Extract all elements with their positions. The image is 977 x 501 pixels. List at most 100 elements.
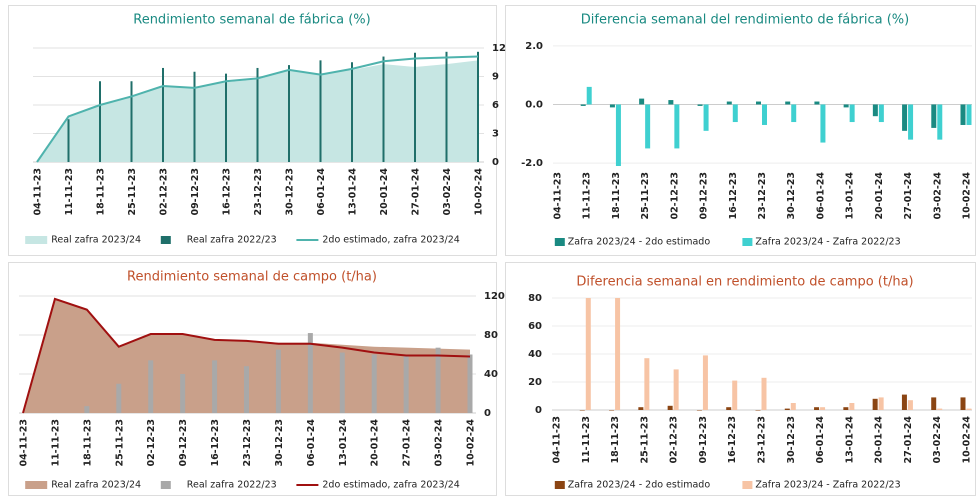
bar [755,410,761,411]
legend-swatch [160,236,171,244]
bar [908,104,914,140]
bar [339,352,345,413]
bar [477,51,479,162]
bar [878,397,884,410]
x-tick-label: 20-01-24 [874,416,885,464]
x-tick-label: 04-11-23 [19,419,30,467]
x-tick-label: 16-12-23 [210,419,221,467]
x-tick-label: 20-01-24 [379,168,390,216]
y-tick-label: 0 [484,408,491,419]
bar [761,377,767,410]
y-tick-label: 40 [528,349,542,360]
line [36,55,479,163]
x-tick-label: 23-12-23 [253,168,264,216]
bar [212,360,218,413]
y-tick-label: 20 [528,377,542,388]
y-tick-label: 6 [492,100,499,111]
bar [382,56,385,162]
x-tick-label: 04-11-23 [33,168,44,216]
x-tick-label: 04-11-23 [552,416,563,464]
bar [467,354,473,413]
bar [435,347,441,413]
x-tick-label: 27-01-24 [411,168,422,216]
chart-title: Rendimiento semanal de campo (t/ha) [127,270,377,285]
legend-swatch [160,481,171,489]
bar [319,60,322,162]
legend-label: Real zafra 2022/23 [187,480,277,491]
x-tick-label: 25-11-23 [639,416,650,464]
x-tick-label: 11-11-23 [50,419,61,467]
bar [931,104,937,128]
y-tick-label: 80 [528,293,542,304]
bar [726,407,732,410]
bar [307,333,313,413]
bar [275,349,281,413]
bar [814,101,820,105]
x-tick-label: 04-11-23 [553,172,564,220]
x-tick-label: 09-12-23 [699,172,710,220]
chart-title: Diferencia semanal del rendimiento de fá… [581,13,909,28]
bar [644,358,650,410]
x-tick-label: 18-11-23 [82,419,93,467]
bar [960,104,966,125]
legend-label: Real zafra 2023/24 [51,480,141,491]
legend-label: 2do estimado, zafra 2023/24 [322,480,459,491]
bar [843,104,849,108]
bar [580,104,586,106]
x-tick-label: 13-01-24 [338,419,349,467]
bar [371,354,377,413]
bar [130,81,133,162]
x-tick-label: 25-11-23 [640,172,651,220]
legend-label: Zafra 2023/24 - Zafra 2022/23 [755,237,900,248]
x-tick-label: 09-12-23 [698,416,709,464]
x-tick-label: 11-11-23 [64,168,75,216]
legend-swatch [554,481,565,489]
y-tick-label: -2.0 [521,158,543,169]
bar [843,407,849,410]
x-tick-label: 27-01-24 [903,416,914,464]
x-tick-label: 10-02-24 [962,172,973,220]
legend-swatch [742,238,753,246]
y-tick-label: 0.0 [525,99,543,110]
x-tick-label: 03-02-24 [442,168,453,216]
x-tick-label: 11-11-23 [581,416,592,464]
legend-swatch [742,481,753,489]
legend-label: Zafra 2023/24 - 2do estimado [568,237,711,248]
bar [162,67,164,162]
bar [878,104,884,123]
bar [667,405,673,410]
y-tick-label: 3 [492,129,499,140]
x-tick-label: 09-12-23 [190,168,201,216]
y-tick-label: 9 [492,72,499,83]
chart-title: Rendimiento semanal de fábrica (%) [133,13,370,28]
bar [966,104,972,125]
x-tick-label: 03-02-24 [434,419,445,467]
bar [785,101,791,105]
legend-label: Zafra 2023/24 - Zafra 2022/23 [755,480,900,491]
bar [696,410,702,411]
y-tick-label: 120 [484,291,505,302]
bar [256,67,259,162]
x-tick-label: 23-12-23 [757,416,768,464]
bar [99,81,101,162]
bar [225,73,227,162]
bar [116,383,122,413]
x-tick-label: 06-01-24 [316,168,327,216]
x-tick-label: 27-01-24 [903,172,914,220]
bar [820,407,826,410]
panel [8,262,497,496]
x-tick-label: 10-02-24 [962,416,973,464]
x-tick-label: 18-11-23 [96,168,107,216]
bar [84,406,90,413]
bar [937,104,943,140]
legend-swatch [554,238,565,246]
bar [872,104,878,117]
bar [351,62,353,162]
bar [445,51,448,162]
x-tick-label: 18-11-23 [611,172,622,220]
bar [67,119,70,162]
x-tick-label: 13-01-24 [845,172,856,220]
x-tick-label: 18-11-23 [610,416,621,464]
bar [937,408,943,410]
bar [414,52,416,162]
